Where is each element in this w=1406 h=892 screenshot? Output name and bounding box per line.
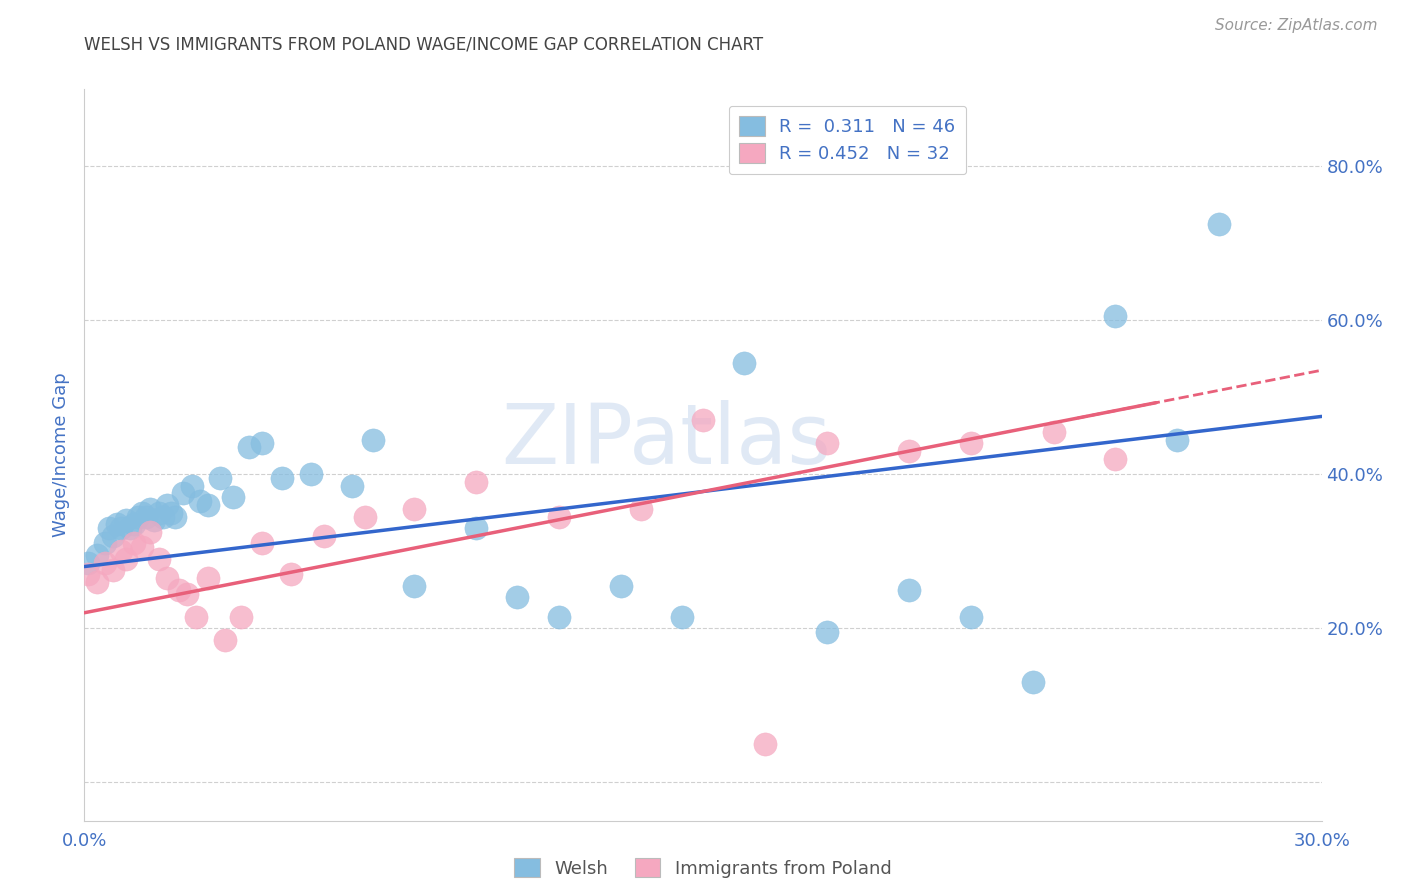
Point bbox=[671, 609, 693, 624]
Point bbox=[312, 529, 335, 543]
Point bbox=[98, 521, 121, 535]
Point bbox=[86, 548, 108, 562]
Point bbox=[110, 544, 132, 558]
Point bbox=[547, 609, 569, 624]
Point bbox=[1104, 451, 1126, 466]
Point bbox=[143, 513, 166, 527]
Point bbox=[733, 355, 755, 369]
Point bbox=[114, 513, 136, 527]
Point bbox=[127, 509, 149, 524]
Point bbox=[110, 521, 132, 535]
Point bbox=[960, 609, 983, 624]
Point bbox=[250, 436, 273, 450]
Point bbox=[103, 563, 125, 577]
Point bbox=[404, 579, 426, 593]
Point bbox=[156, 571, 179, 585]
Point bbox=[131, 541, 153, 555]
Point bbox=[404, 501, 426, 516]
Point bbox=[94, 556, 117, 570]
Point bbox=[135, 509, 157, 524]
Point bbox=[1022, 675, 1045, 690]
Point bbox=[754, 737, 776, 751]
Point bbox=[148, 506, 170, 520]
Point bbox=[105, 517, 128, 532]
Point bbox=[465, 475, 488, 489]
Point bbox=[250, 536, 273, 550]
Point bbox=[815, 436, 838, 450]
Point bbox=[165, 509, 187, 524]
Point bbox=[630, 501, 652, 516]
Point bbox=[214, 632, 236, 647]
Point bbox=[222, 490, 245, 504]
Point bbox=[547, 509, 569, 524]
Point bbox=[229, 609, 252, 624]
Point bbox=[148, 552, 170, 566]
Point bbox=[180, 479, 202, 493]
Point bbox=[692, 413, 714, 427]
Point bbox=[139, 524, 162, 539]
Point bbox=[465, 521, 488, 535]
Point bbox=[94, 536, 117, 550]
Point bbox=[167, 582, 190, 597]
Point bbox=[1208, 217, 1230, 231]
Point bbox=[114, 552, 136, 566]
Point bbox=[122, 536, 145, 550]
Point bbox=[898, 582, 921, 597]
Text: WELSH VS IMMIGRANTS FROM POLAND WAGE/INCOME GAP CORRELATION CHART: WELSH VS IMMIGRANTS FROM POLAND WAGE/INC… bbox=[84, 36, 763, 54]
Point bbox=[1042, 425, 1064, 439]
Point bbox=[77, 556, 100, 570]
Point bbox=[1104, 310, 1126, 324]
Point bbox=[139, 501, 162, 516]
Point bbox=[188, 494, 211, 508]
Point bbox=[280, 567, 302, 582]
Point bbox=[1166, 433, 1188, 447]
Point bbox=[86, 574, 108, 589]
Text: ZIPatlas: ZIPatlas bbox=[501, 400, 831, 481]
Point bbox=[506, 591, 529, 605]
Point bbox=[271, 471, 294, 485]
Legend: Welsh, Immigrants from Poland: Welsh, Immigrants from Poland bbox=[508, 850, 898, 885]
Point bbox=[353, 509, 375, 524]
Point bbox=[103, 529, 125, 543]
Point bbox=[156, 498, 179, 512]
Y-axis label: Wage/Income Gap: Wage/Income Gap bbox=[52, 373, 70, 537]
Point bbox=[197, 498, 219, 512]
Point bbox=[77, 567, 100, 582]
Point bbox=[184, 609, 207, 624]
Point bbox=[160, 506, 183, 520]
Point bbox=[152, 509, 174, 524]
Point bbox=[197, 571, 219, 585]
Point bbox=[609, 579, 631, 593]
Point bbox=[960, 436, 983, 450]
Point bbox=[815, 625, 838, 640]
Point bbox=[209, 471, 232, 485]
Point bbox=[361, 433, 384, 447]
Point bbox=[342, 479, 364, 493]
Point bbox=[176, 586, 198, 600]
Point bbox=[299, 467, 322, 482]
Text: Source: ZipAtlas.com: Source: ZipAtlas.com bbox=[1215, 18, 1378, 33]
Point bbox=[131, 506, 153, 520]
Point bbox=[122, 517, 145, 532]
Point bbox=[238, 440, 260, 454]
Point bbox=[118, 521, 141, 535]
Point bbox=[172, 486, 194, 500]
Point bbox=[898, 444, 921, 458]
